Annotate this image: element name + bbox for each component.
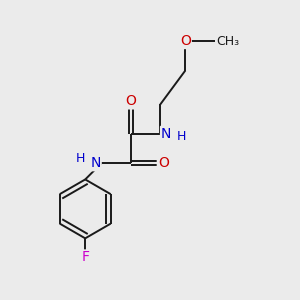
Text: H: H xyxy=(177,130,186,143)
Text: O: O xyxy=(158,156,169,170)
Text: O: O xyxy=(125,94,136,108)
Text: N: N xyxy=(161,127,171,141)
Text: N: N xyxy=(90,156,101,170)
Text: F: F xyxy=(81,250,89,265)
Text: H: H xyxy=(76,152,85,165)
Text: CH₃: CH₃ xyxy=(216,34,239,48)
Text: O: O xyxy=(180,34,191,48)
